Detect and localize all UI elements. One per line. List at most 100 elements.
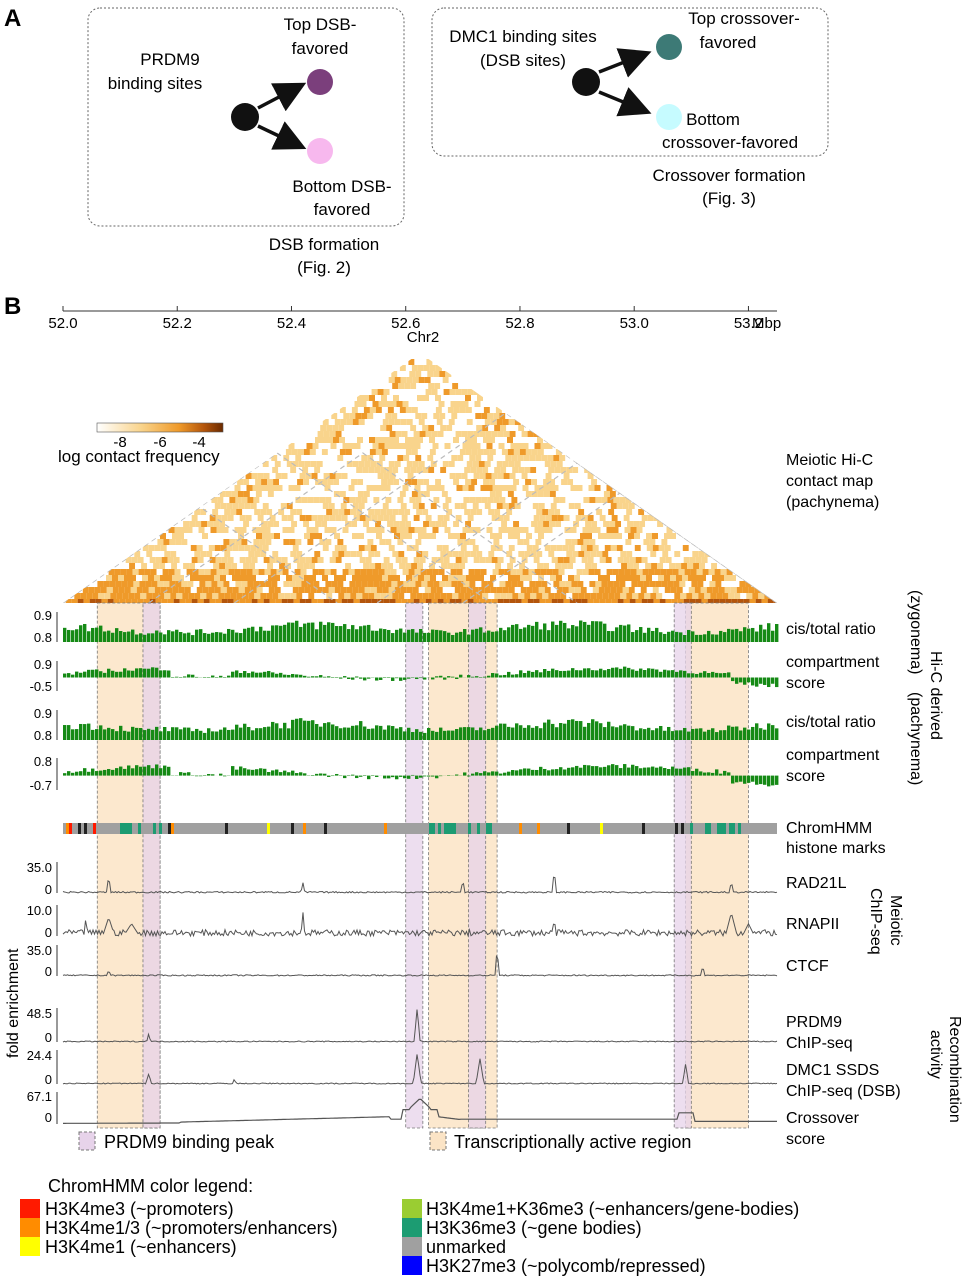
track-bar	[67, 629, 71, 642]
hic-contact-cell	[611, 515, 618, 521]
hic-contact-cell	[412, 575, 418, 581]
track-bar	[467, 727, 471, 740]
track-bar	[487, 772, 491, 776]
track-bar	[655, 767, 659, 776]
track-bar	[303, 623, 307, 642]
hic-contact-cell	[208, 533, 214, 539]
hic-contact-cell	[587, 473, 594, 479]
hic-contact-cell	[668, 593, 675, 599]
legend-label-h3k4me1-k36me3: H3K4me1+K36me3 (~enhancers/gene-bodies)	[426, 1199, 799, 1219]
track-bar	[95, 771, 99, 776]
hic-contact-cell	[450, 485, 457, 491]
track-bar	[335, 726, 339, 740]
track-bar	[751, 677, 755, 686]
hic-contact-cell	[254, 551, 261, 557]
hic-contact-cell	[384, 569, 391, 575]
hic-contact-cell	[201, 563, 208, 569]
hic-contact-cell	[158, 593, 165, 599]
hic-contact-cell	[531, 449, 538, 455]
hic-contact-cell	[441, 563, 448, 569]
hic-contact-cell	[475, 413, 482, 419]
hic-contact-cell	[353, 473, 360, 479]
hic-contact-cell	[209, 557, 216, 563]
hic-contact-cell	[393, 563, 400, 569]
hic-contact-cell	[398, 593, 405, 599]
hic-contact-cell	[485, 473, 492, 479]
hic-contact-cell	[483, 563, 490, 569]
chromhmm-segment	[738, 823, 741, 834]
hic-contact-cell	[408, 359, 415, 365]
hic-contact-cell	[555, 491, 562, 497]
hic-contact-cell	[407, 473, 414, 479]
hic-contact-cell	[282, 485, 289, 491]
hic-contact-cell	[560, 551, 567, 557]
hic-contact-cell	[537, 563, 544, 569]
hic-contact-cell	[234, 569, 241, 575]
hic-contact-cell	[381, 395, 387, 401]
hic-contact-cell	[465, 437, 471, 443]
hic-contact-cell	[387, 563, 394, 569]
track-bar	[255, 728, 259, 740]
hic-contact-cell	[647, 515, 654, 521]
hic-contact-cell	[565, 497, 572, 503]
track-bar	[519, 628, 523, 642]
hic-contact-cell	[266, 467, 273, 473]
hic-contact-cell	[308, 593, 315, 599]
hic-contact-cell	[398, 383, 405, 389]
legend-swatch-h3k4me1-k36me3	[402, 1199, 422, 1218]
track-bar	[591, 670, 595, 678]
hic-contact-cell	[521, 515, 528, 521]
hic-contact-cell	[401, 389, 408, 395]
hic-contact-cell	[469, 497, 476, 503]
hic-contact-cell	[235, 581, 242, 587]
hic-contact-cell	[365, 473, 372, 479]
hic-contact-cell	[284, 593, 291, 599]
hic-contact-cell	[244, 575, 250, 581]
chromhmm-segment	[123, 823, 126, 834]
hic-contact-cell	[435, 479, 442, 485]
hic-contact-cell	[388, 503, 395, 509]
hic-contact-cell	[482, 551, 489, 557]
track-bar	[479, 627, 483, 642]
hic-contact-cell	[567, 563, 574, 569]
axis-unit: Mbp	[752, 315, 781, 332]
hic-contact-cell	[389, 389, 396, 395]
hic-contact-cell	[508, 503, 515, 509]
hic-contact-cell	[197, 515, 204, 521]
hic-contact-cell	[252, 527, 259, 533]
hic-contact-cell	[542, 593, 549, 599]
hic-contact-cell	[375, 521, 382, 527]
hic-contact-cell	[526, 545, 533, 551]
track-bar	[367, 728, 371, 740]
hic-contact-cell	[424, 575, 430, 581]
track-bar	[675, 768, 679, 776]
hic-contact-cell	[348, 569, 355, 575]
hic-contact-cell	[574, 545, 581, 551]
hic-contact-cell	[512, 551, 519, 557]
hic-contact-cell	[688, 587, 695, 593]
hic-contact-cell	[462, 401, 469, 407]
hic-contact-cell	[196, 587, 203, 593]
hic-contact-cell	[305, 515, 312, 521]
hic-contact-cell	[514, 587, 521, 593]
hic-contact-cell	[445, 497, 452, 503]
hic-contact-cell	[469, 539, 476, 545]
hic-contact-cell	[521, 431, 528, 437]
hic-contact-cell	[267, 479, 274, 485]
hic-contact-cell	[383, 515, 390, 521]
hic-contact-cell	[146, 593, 153, 599]
hic-contact-cell	[464, 425, 471, 431]
hic-contact-cell	[314, 593, 321, 599]
hic-contact-cell	[399, 449, 406, 455]
track2-top: 0.9	[34, 657, 52, 672]
hic-contact-cell	[190, 575, 196, 581]
hic-contact-cell	[323, 515, 330, 521]
hic-contact-cell	[296, 593, 303, 599]
track-bar	[407, 677, 411, 679]
hic-contact-cell	[651, 521, 658, 527]
hic-contact-cell	[469, 581, 476, 587]
chromhmm-segment	[69, 823, 72, 834]
track-bar	[719, 730, 723, 740]
hic-contact-cell	[611, 557, 618, 563]
track-bar	[99, 625, 103, 642]
